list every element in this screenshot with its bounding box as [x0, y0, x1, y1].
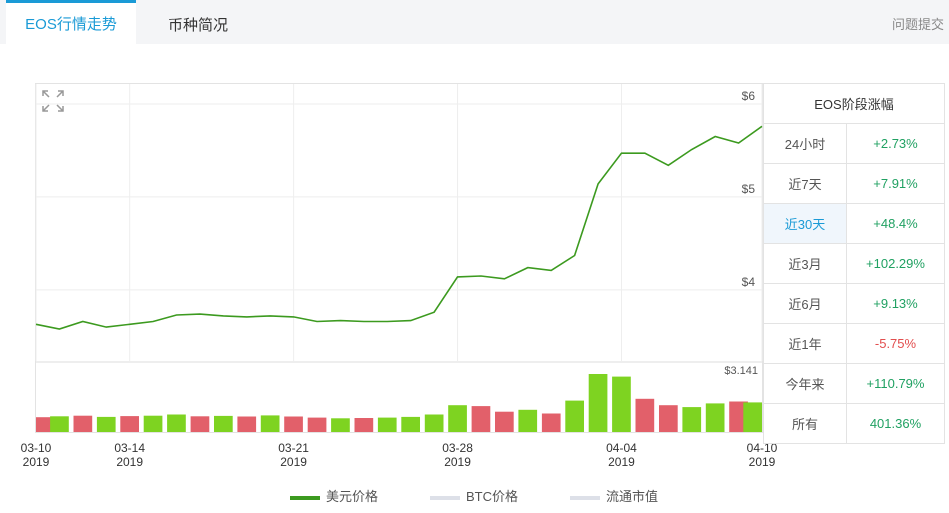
- volume-bar: [36, 417, 55, 432]
- x-tick-label: 04-04: [606, 441, 637, 455]
- legend-market-cap[interactable]: 流通市值: [570, 486, 658, 505]
- period-change-table: EOS阶段涨幅 24小时 +2.73% 近7天 +7.91% 近30天 +48.4% …: [763, 83, 945, 444]
- stat-row[interactable]: 近6月 +9.13%: [763, 283, 945, 324]
- volume-bar: [495, 411, 514, 432]
- legend-usd-price[interactable]: 美元价格: [290, 486, 378, 505]
- price-line: [35, 125, 763, 330]
- volume-bar: [237, 416, 257, 432]
- x-tick-label: 04-10: [747, 441, 778, 455]
- volume-bar: [729, 401, 748, 432]
- stat-row[interactable]: 近1年 -5.75%: [763, 323, 945, 364]
- y-tick-label: $6: [742, 89, 756, 103]
- volume-bar: [260, 415, 280, 432]
- volume-bar: [743, 402, 762, 432]
- legend-label: BTC价格: [466, 489, 519, 504]
- volume-bar: [612, 376, 631, 432]
- legend-swatch: [430, 495, 460, 500]
- expand-icon[interactable]: [41, 89, 65, 113]
- x-tick-year-label: 2019: [444, 455, 471, 469]
- volume-bar: [73, 415, 93, 432]
- volume-bar: [214, 415, 233, 432]
- stat-value: +48.4%: [846, 203, 945, 244]
- stat-label[interactable]: 近3月: [763, 243, 847, 284]
- x-tick-label: 03-14: [114, 441, 145, 455]
- volume-bar: [518, 409, 538, 432]
- volume-bar: [331, 418, 350, 432]
- legend-label: 美元价格: [326, 489, 379, 504]
- x-tick-label: 03-21: [278, 441, 309, 455]
- stat-row[interactable]: 今年来 +110.79%: [763, 363, 945, 404]
- stat-value: +7.91%: [846, 163, 945, 204]
- stat-label[interactable]: 今年来: [763, 363, 847, 404]
- stat-label[interactable]: 24小时: [763, 123, 847, 164]
- x-axis-labels: 03-10201903-14201903-21201903-28201904-0…: [21, 441, 778, 469]
- x-tick-year-label: 2019: [280, 455, 307, 469]
- gridlines: [35, 84, 763, 361]
- volume-bar: [96, 416, 116, 432]
- volume-bar: [565, 400, 584, 432]
- volume-bar: [50, 416, 69, 432]
- stat-row[interactable]: 近3月 +102.29%: [763, 243, 945, 284]
- volume-bar: [682, 407, 702, 432]
- x-tick-label: 03-10: [21, 441, 52, 455]
- report-issue-link[interactable]: 问题提交: [891, 17, 944, 32]
- volume-bar: [377, 417, 397, 432]
- volume-bar: [143, 415, 163, 432]
- volume-bar: [120, 416, 139, 432]
- stat-row[interactable]: 近30天 +48.4%: [763, 203, 945, 244]
- y-axis-labels: $6 $5 $4: [742, 89, 756, 289]
- y-tick-label: $4: [742, 275, 756, 289]
- volume-bar: [401, 416, 420, 432]
- stat-label[interactable]: 近30天: [763, 203, 847, 244]
- legend-btc-price[interactable]: BTC价格: [430, 486, 518, 505]
- x-tick-year-label: 2019: [23, 455, 50, 469]
- tab-eos-trend[interactable]: EOS行情走势: [6, 0, 136, 44]
- period-change-title: EOS阶段涨幅: [763, 83, 945, 124]
- volume-bar: [705, 403, 725, 432]
- x-tick-year-label: 2019: [749, 455, 776, 469]
- stat-value: 401.36%: [846, 403, 945, 444]
- volume-bars: [36, 374, 762, 432]
- legend-label: 流通市值: [606, 489, 659, 504]
- volume-bar: [471, 406, 491, 432]
- legend-swatch: [290, 495, 320, 500]
- volume-max-label: $3.141: [724, 365, 758, 377]
- y-tick-label: $5: [742, 182, 756, 196]
- tab-coin-overview[interactable]: 币种简况: [168, 17, 229, 34]
- stat-row[interactable]: 近7天 +7.91%: [763, 163, 945, 204]
- volume-bar: [354, 418, 374, 432]
- stat-value: -5.75%: [846, 323, 945, 364]
- x-tick-year-label: 2019: [116, 455, 143, 469]
- volume-bar: [190, 416, 210, 432]
- stat-value: +110.79%: [846, 363, 945, 404]
- volume-bar: [541, 413, 561, 432]
- volume-bar: [167, 414, 186, 432]
- stat-label[interactable]: 近7天: [763, 163, 847, 204]
- x-tick-year-label: 2019: [608, 455, 635, 469]
- stat-label[interactable]: 所有: [763, 403, 847, 444]
- volume-bar: [307, 417, 327, 432]
- stat-row[interactable]: 24小时 +2.73%: [763, 123, 945, 164]
- volume-bar: [284, 416, 303, 432]
- volume-bar: [635, 398, 655, 432]
- volume-bar: [588, 374, 608, 432]
- tab-bar: EOS行情走势 币种简况 问题提交: [0, 0, 949, 44]
- stat-label[interactable]: 近1年: [763, 323, 847, 364]
- volume-bar: [424, 414, 444, 432]
- legend-swatch: [570, 495, 600, 500]
- stat-row[interactable]: 所有 401.36%: [763, 403, 945, 444]
- stat-value: +102.29%: [846, 243, 945, 284]
- volume-bar: [659, 405, 678, 432]
- stat-value: +9.13%: [846, 283, 945, 324]
- volume-bar: [448, 405, 467, 432]
- x-tick-label: 03-28: [442, 441, 473, 455]
- stat-label[interactable]: 近6月: [763, 283, 847, 324]
- stat-value: +2.73%: [846, 123, 945, 164]
